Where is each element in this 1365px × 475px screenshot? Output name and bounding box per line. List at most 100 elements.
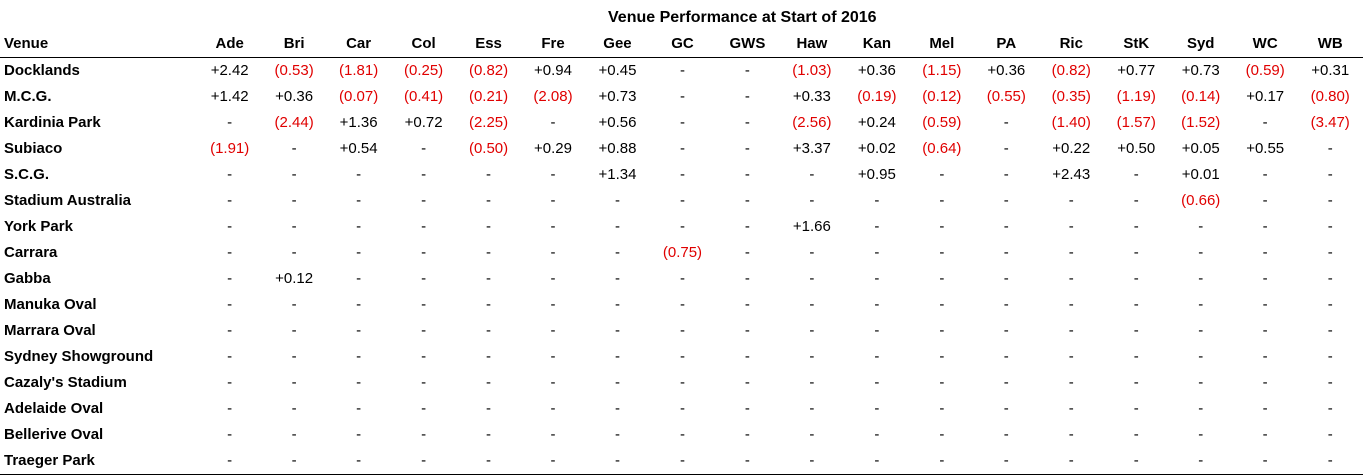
value-cell: - (1262, 400, 1268, 417)
value-cell: - (291, 218, 297, 235)
value-cell: - (227, 270, 233, 287)
value-cell: - (421, 322, 427, 339)
value-cell: - (227, 348, 233, 365)
value-cell: - (939, 400, 945, 417)
value-cell: - (1003, 114, 1009, 131)
value-cell: - (421, 140, 427, 157)
value-cell: - (939, 426, 945, 443)
value-cell: (0.07) (339, 88, 379, 105)
value-cell: - (874, 400, 880, 417)
venue-name-cell: York Park (4, 218, 73, 235)
value-cell: - (197, 448, 262, 475)
value-cell: - (809, 426, 815, 443)
value-cell: - (1198, 348, 1204, 365)
value-cell: (0.59) (1245, 62, 1285, 79)
value-cell: - (1133, 348, 1139, 365)
value-cell: - (679, 296, 685, 313)
value-cell: - (614, 192, 620, 209)
value-cell: - (1262, 322, 1268, 339)
table-row: S.C.G. - - - - - - +1.34 - - - +0.95 - - +2.43 - +0.01 - - (0, 162, 1363, 188)
value-cell: - (939, 374, 945, 391)
value-cell: - (974, 448, 1039, 475)
value-cell: - (844, 448, 910, 475)
value-cell: (0.55) (986, 88, 1026, 105)
value-cell: +0.12 (275, 270, 314, 287)
table-row: Manuka Oval - - - - - - - - - - - - - - - - - - (0, 292, 1363, 318)
value-cell: - (874, 296, 880, 313)
value-cell: (0.64) (922, 140, 962, 157)
value-cell: - (1262, 296, 1268, 313)
value-cell: - (421, 348, 427, 365)
value-cell: - (1133, 192, 1139, 209)
value-cell: - (1297, 448, 1363, 475)
value-cell: - (809, 400, 815, 417)
value-cell: (0.82) (1051, 62, 1091, 79)
value-cell: +0.54 (339, 140, 378, 157)
value-cell: - (421, 426, 427, 443)
value-cell: - (1068, 244, 1074, 261)
value-cell: - (227, 400, 233, 417)
venue-name-cell: Bellerive Oval (4, 426, 104, 443)
value-cell: - (356, 192, 362, 209)
value-cell: (1.40) (1051, 114, 1091, 131)
value-cell: - (1003, 140, 1009, 157)
value-cell: +0.72 (404, 114, 443, 131)
value-cell: - (744, 140, 750, 157)
value-cell: +0.94 (534, 62, 572, 79)
value-cell: - (1327, 322, 1333, 339)
value-cell: - (939, 244, 945, 261)
value-cell: - (1068, 218, 1074, 235)
value-cell: +0.36 (857, 62, 896, 79)
value-cell: - (227, 374, 233, 391)
value-cell: +1.42 (210, 88, 249, 105)
table-row: Gabba - +0.12 - - - - - - - - - - - - - - - - (0, 266, 1363, 292)
value-cell: - (1262, 270, 1268, 287)
team-column-header: Kan (844, 31, 910, 58)
value-cell: +0.36 (987, 62, 1026, 79)
team-column-header: Ade (197, 31, 262, 58)
value-cell: - (291, 166, 297, 183)
value-cell: - (1003, 192, 1009, 209)
value-cell: - (356, 270, 362, 287)
value-cell: - (679, 270, 685, 287)
value-cell: - (356, 322, 362, 339)
value-cell: - (421, 296, 427, 313)
venue-name-cell: Sydney Showground (4, 348, 154, 365)
value-cell: +0.95 (857, 166, 896, 183)
value-cell: (1.19) (1116, 88, 1156, 105)
header-row: Venue Ade Bri Car Col Ess Fre Gee GC GWS Haw Kan Me… (0, 31, 1363, 58)
value-cell: - (1003, 374, 1009, 391)
value-cell: - (1198, 244, 1204, 261)
value-cell: - (679, 400, 685, 417)
venue-name-cell: Gabba (4, 270, 51, 287)
value-cell: +0.73 (1181, 62, 1220, 79)
team-column-header: Syd (1168, 31, 1233, 58)
value-cell: - (1104, 448, 1169, 475)
table-row: Docklands +2.42 (0.53) (1.81) (0.25) (0.82) +0… (0, 58, 1363, 85)
value-cell: - (291, 192, 297, 209)
value-cell: +1.66 (792, 218, 831, 235)
value-cell: +0.33 (792, 88, 831, 105)
venue-name-cell: Docklands (4, 62, 80, 79)
team-column-header: Ess (456, 31, 521, 58)
value-cell: - (679, 374, 685, 391)
value-cell: - (550, 426, 556, 443)
value-cell: (0.82) (468, 62, 509, 79)
value-cell: +0.50 (1117, 140, 1156, 157)
value-cell: (2.44) (274, 114, 314, 131)
team-column-header: Gee (585, 31, 650, 58)
value-cell: (1.52) (1181, 114, 1221, 131)
venue-name-cell: Carrara (4, 244, 58, 261)
venue-name-cell: M.C.G. (4, 88, 52, 105)
value-cell: - (291, 244, 297, 261)
value-cell: - (421, 192, 427, 209)
value-cell: +0.24 (857, 114, 896, 131)
value-cell: (0.14) (1181, 88, 1221, 105)
value-cell: - (744, 192, 750, 209)
value-cell: (0.80) (1310, 88, 1350, 105)
value-cell: - (614, 244, 620, 261)
value-cell: - (486, 426, 492, 443)
value-cell: +0.29 (534, 140, 572, 157)
value-cell: - (1327, 426, 1333, 443)
